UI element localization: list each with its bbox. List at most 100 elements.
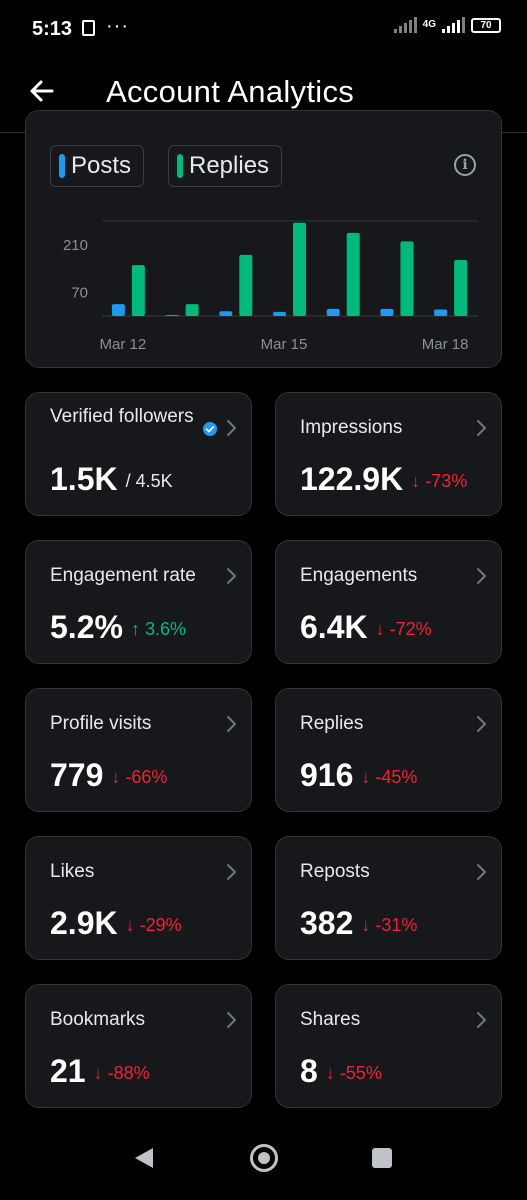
activity-chart-card: 70 210 Mar 12 Mar 15 Mar 18 Posts Replies i	[25, 110, 502, 368]
bar-posts-4	[326, 308, 340, 316]
chevron-right-icon	[227, 420, 236, 436]
bar-replies-4	[346, 232, 360, 316]
stat-value-row: 916 ↓ -45%	[300, 757, 417, 795]
stat-value-row: 382 ↓ -31%	[300, 905, 417, 943]
bar-replies-5	[400, 241, 414, 316]
more-notifications-icon: ···	[106, 15, 129, 37]
nav-recents-icon[interactable]	[372, 1148, 392, 1168]
stat-value: 21	[50, 1053, 86, 1089]
stat-total: / 4.5K	[125, 471, 173, 491]
bar-posts-3	[273, 311, 286, 316]
posts-swatch	[59, 154, 65, 178]
status-bar: 5:13 ··· 4G 70	[0, 0, 527, 58]
stat-value-row: 779 ↓ -66%	[50, 757, 167, 795]
verified-badge-icon	[203, 422, 217, 436]
stat-change: ↓ -72%	[375, 619, 432, 639]
stat-change: ↓ -73%	[411, 471, 468, 491]
signal-icon-2	[442, 17, 465, 33]
replies-swatch	[177, 154, 183, 178]
chevron-right-icon	[227, 568, 236, 584]
page-title: Account Analytics	[106, 74, 355, 109]
legend-replies[interactable]: Replies	[168, 145, 283, 187]
stat-value: 1.5K	[50, 461, 118, 497]
stat-value: 5.2%	[50, 609, 123, 645]
stat-change: ↓ -66%	[111, 767, 168, 787]
stat-label: Impressions	[300, 417, 403, 438]
bar-replies-0	[131, 265, 145, 316]
legend-posts[interactable]: Posts	[50, 145, 145, 187]
stat-change: ↓ -29%	[125, 915, 182, 935]
chevron-right-icon	[477, 420, 486, 436]
bar-posts-6	[434, 309, 448, 316]
y-tick-label: 210	[63, 237, 88, 254]
status-time: 5:13	[32, 18, 73, 40]
bar-replies-1	[185, 304, 199, 316]
bar-posts-0	[111, 304, 125, 316]
x-tick-label: Mar 12	[100, 336, 147, 353]
stat-card-engagements[interactable]: Engagements 6.4K ↓ -72%	[275, 540, 502, 664]
chevron-right-icon	[477, 716, 486, 732]
stat-label: Profile visits	[50, 713, 152, 734]
x-tick-label: Mar 15	[261, 336, 308, 353]
stat-card-likes[interactable]: Likes 2.9K ↓ -29%	[25, 836, 252, 960]
chevron-right-icon	[227, 864, 236, 880]
stat-card-reposts[interactable]: Reposts 382 ↓ -31%	[275, 836, 502, 960]
stat-card-shares[interactable]: Shares 8 ↓ -55%	[275, 984, 502, 1108]
battery-icon: 70	[471, 17, 501, 33]
stat-value-row: 6.4K ↓ -72%	[300, 609, 432, 647]
system-nav-bar	[0, 1128, 527, 1200]
signal-icon	[393, 17, 417, 33]
stat-change: ↓ -88%	[93, 1063, 150, 1083]
chevron-right-icon	[477, 864, 486, 880]
stat-value: 382	[300, 905, 354, 941]
x-tick-label: Mar 18	[422, 336, 469, 353]
info-icon[interactable]: i	[454, 154, 476, 176]
stat-value: 8	[300, 1053, 318, 1089]
stat-label: Engagements	[300, 565, 418, 586]
status-icons: 4G 70	[393, 17, 501, 33]
stat-change: ↑ 3.6%	[130, 619, 186, 639]
bar-replies-2	[239, 254, 253, 316]
nav-home-icon[interactable]	[250, 1144, 278, 1172]
stat-card-engagement-rate[interactable]: Engagement rate 5.2% ↑ 3.6%	[25, 540, 252, 664]
stat-value-row: 5.2% ↑ 3.6%	[50, 609, 186, 647]
battery-level: 70	[480, 19, 492, 31]
stat-value-row: 21 ↓ -88%	[50, 1053, 150, 1091]
stat-value-row: 8 ↓ -55%	[300, 1053, 382, 1091]
bar-replies-6	[454, 260, 468, 316]
stat-value: 6.4K	[300, 609, 368, 645]
stat-card-replies[interactable]: Replies 916 ↓ -45%	[275, 688, 502, 812]
stat-change: ↓ -55%	[325, 1063, 382, 1083]
stat-card-profile-visits[interactable]: Profile visits 779 ↓ -66%	[25, 688, 252, 812]
chevron-right-icon	[477, 568, 486, 584]
stat-change: ↓ -31%	[361, 915, 418, 935]
stat-value: 779	[50, 757, 104, 793]
bar-posts-2	[219, 311, 233, 316]
legend-posts-label: Posts	[71, 152, 132, 179]
bar-posts-5	[380, 308, 394, 316]
stat-label: Engagement rate	[50, 565, 196, 586]
stat-value: 2.9K	[50, 905, 118, 941]
stat-label: Replies	[300, 713, 364, 734]
stat-label: Reposts	[300, 861, 370, 882]
stat-card-bookmarks[interactable]: Bookmarks 21 ↓ -88%	[25, 984, 252, 1108]
stat-value-row: 1.5K / 4.5K	[50, 461, 173, 499]
sim-icon	[82, 20, 95, 36]
arrow-left-icon[interactable]	[26, 75, 58, 107]
network-type: 4G	[422, 19, 436, 30]
activity-chart: 70 210 Mar 12 Mar 15 Mar 18	[63, 220, 478, 353]
stat-label: Verified followers	[50, 406, 194, 427]
chevron-right-icon	[227, 1012, 236, 1028]
nav-back-icon[interactable]	[133, 1146, 155, 1170]
stat-label: Likes	[50, 861, 95, 882]
stat-label: Bookmarks	[50, 1009, 146, 1030]
stat-card-impressions[interactable]: Impressions 122.9K ↓ -73%	[275, 392, 502, 516]
y-tick-label: 70	[71, 284, 88, 301]
stat-value: 122.9K	[300, 461, 404, 497]
chevron-right-icon	[477, 1012, 486, 1028]
chevron-right-icon	[227, 716, 236, 732]
stat-value-row: 2.9K ↓ -29%	[50, 905, 182, 943]
stat-change: ↓ -45%	[361, 767, 418, 787]
stat-card-verified-followers[interactable]: Verified followers 1.5K / 4.5K	[25, 392, 252, 516]
bar-replies-3	[293, 222, 306, 316]
